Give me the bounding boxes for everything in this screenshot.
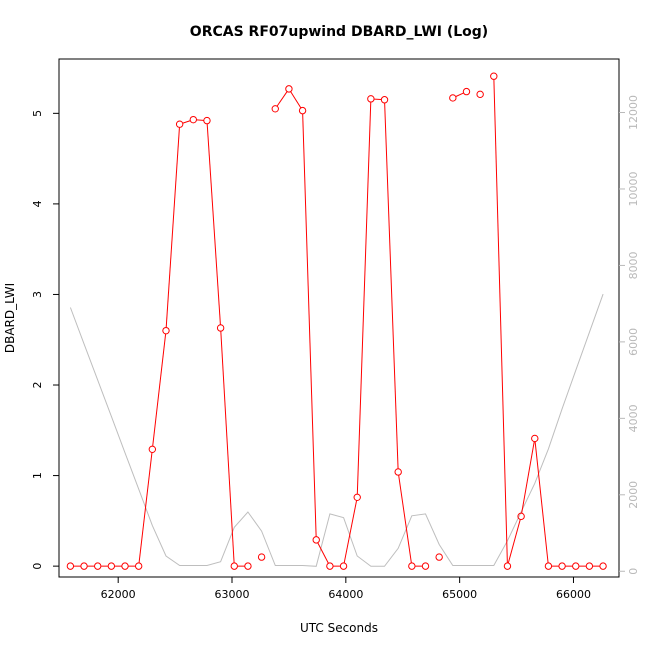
data-point (490, 72, 498, 80)
data-point (462, 87, 471, 96)
y2-tick-label: 2000 (627, 481, 640, 509)
secondary-series (69, 293, 604, 567)
series-segment (220, 331, 235, 563)
data-point (121, 562, 129, 570)
series-segment (493, 79, 508, 563)
x-tick-label: 63000 (215, 588, 250, 601)
data-point (531, 434, 539, 443)
data-point (326, 562, 334, 570)
data-point (353, 493, 361, 502)
data-point (216, 324, 225, 332)
data-point (257, 553, 266, 561)
series-segment (534, 441, 549, 563)
data-point (558, 562, 566, 570)
series-segment (206, 123, 221, 325)
data-point (572, 562, 580, 570)
data-point (148, 445, 157, 454)
y2-tick-label: 12000 (627, 95, 640, 130)
data-point (585, 562, 594, 570)
data-point (134, 562, 143, 570)
series-segment (455, 92, 464, 97)
data-point (503, 562, 512, 570)
data-point (230, 562, 238, 570)
series-segment (182, 120, 191, 124)
y-tick-label: 2 (31, 382, 44, 389)
series-segment (507, 519, 521, 563)
data-point (285, 85, 293, 93)
series-segment (165, 127, 180, 328)
y-tick-label: 0 (31, 563, 44, 570)
series-segment (356, 102, 372, 494)
series-segment (317, 542, 329, 564)
data-point (421, 562, 430, 570)
data-point (162, 326, 170, 335)
data-point (80, 562, 88, 570)
data-point (394, 468, 402, 476)
series-segment (290, 91, 302, 109)
series-segment (398, 475, 412, 563)
x-tick-label: 65000 (442, 588, 477, 601)
data-point (449, 94, 457, 102)
data-point (93, 562, 102, 570)
data-point (408, 562, 416, 570)
data-point (312, 536, 320, 544)
x-axis-label: UTC Seconds (300, 621, 378, 635)
y2-tick-label: 4000 (627, 404, 640, 432)
data-point (66, 562, 75, 570)
series-segment (138, 452, 153, 563)
data-point (175, 120, 184, 128)
data-point (380, 96, 389, 104)
x-tick-label: 64000 (328, 588, 363, 601)
primary-series (66, 72, 607, 570)
data-point (271, 105, 279, 113)
data-point (244, 562, 252, 570)
y2-tick-label: 10000 (627, 171, 640, 206)
axes: 62000 63000 64000 65000 66000 0 1 2 3 4 5 0 2000 4000… (31, 95, 640, 601)
x-tick-label: 62000 (101, 588, 136, 601)
series-segment (302, 114, 317, 537)
y2-tick-label: 0 (627, 568, 640, 575)
chart-title: ORCAS RF07upwind DBARD_LWI (Log) (190, 24, 488, 40)
series-segment (384, 103, 399, 469)
data-point (298, 106, 307, 115)
y-tick-label: 3 (31, 291, 44, 298)
data-point (599, 562, 607, 570)
series-segment (521, 441, 535, 514)
data-point (367, 95, 375, 103)
y-tick-label: 1 (31, 472, 44, 479)
secondary-series-line (69, 293, 604, 567)
data-point (339, 562, 348, 570)
x-tick-label: 66000 (556, 588, 591, 601)
data-point (107, 562, 116, 570)
data-point (435, 553, 443, 561)
data-point (189, 115, 198, 124)
data-point (203, 116, 211, 125)
series-segment (276, 91, 288, 107)
y-tick-label: 5 (31, 110, 44, 117)
y-axis-label: DBARD_LWI (3, 283, 17, 353)
series-segment (152, 333, 167, 446)
series-segment (343, 500, 358, 563)
y-tick-label: 4 (31, 200, 44, 207)
plot-frame (58, 58, 620, 578)
data-point (544, 562, 553, 570)
data-point (476, 90, 484, 99)
y2-tick-label: 6000 (627, 328, 640, 356)
data-point (517, 512, 525, 521)
y2-tick-label: 8000 (627, 251, 640, 279)
